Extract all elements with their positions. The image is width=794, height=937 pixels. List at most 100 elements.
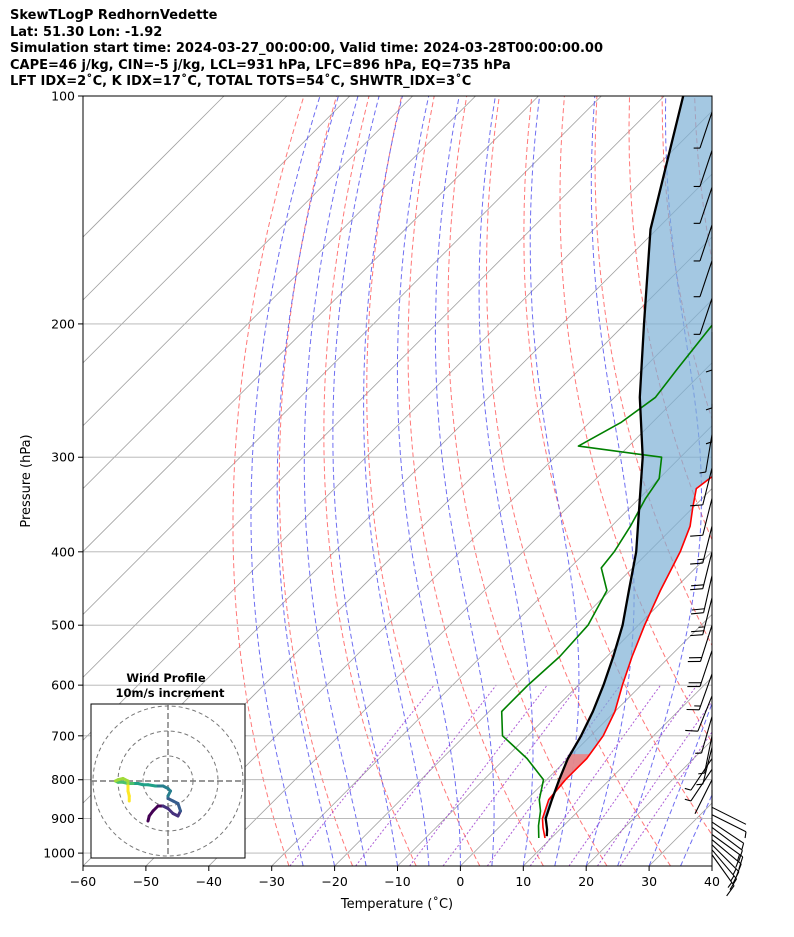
isotherm-line — [83, 96, 539, 553]
mixing-ratio-line — [568, 684, 698, 866]
wind-barb-flag — [690, 504, 703, 507]
wind-barb — [711, 854, 735, 897]
wind-barb — [693, 224, 713, 262]
isotherm-line — [83, 96, 476, 490]
wind-barb-staff — [699, 187, 713, 224]
hodograph-subtitle: 10m/s increment — [116, 686, 225, 700]
wind-barb-staff — [698, 673, 713, 710]
moist-adiabat-line — [617, 96, 702, 866]
dry-adiabat-line — [760, 96, 794, 866]
wind-barb — [711, 839, 742, 876]
wind-barb-staff — [699, 650, 713, 687]
wind-barb — [690, 575, 713, 615]
wind-barb-flag — [729, 878, 738, 890]
wind-barb — [705, 332, 713, 373]
y-tick-label: 100 — [51, 89, 75, 104]
wind-barb — [693, 260, 713, 298]
wind-barb — [693, 111, 713, 149]
mixing-ratio-line — [619, 731, 712, 866]
moist-adiabat-line — [332, 96, 398, 866]
x-tick-label: 0 — [456, 874, 464, 889]
wind-barb-staff — [711, 839, 742, 865]
mixing-ratio-line — [529, 684, 662, 866]
wind-barb-flag — [690, 588, 703, 591]
wind-barb-half-flag — [744, 831, 747, 839]
wind-barb-staff — [702, 597, 713, 635]
temperature-line — [541, 475, 712, 839]
wind-barb-staff — [702, 498, 713, 536]
wind-barb-staff — [705, 434, 713, 473]
dry-adiabat-line — [485, 96, 672, 866]
wind-barb-half-flag — [684, 798, 692, 802]
wind-barb-staff — [699, 260, 713, 297]
wind-barb-staff — [690, 768, 713, 802]
wind-barb — [698, 735, 713, 775]
x-tick-label: 10 — [515, 874, 531, 889]
wind-barb — [705, 403, 713, 445]
x-axis-ticks: −60 −50 −40 −30 −20 −10 0 10 20 30 40 — [70, 866, 720, 889]
dry-adiabat-line — [278, 96, 354, 866]
moist-adiabat-line — [434, 96, 495, 866]
wind-barb-staff — [711, 806, 747, 825]
wind-barb-half-flag — [699, 471, 706, 474]
wind-barb — [711, 806, 747, 825]
location-line: Lat: 51.30 Lon: -1.92 — [10, 24, 163, 40]
wind-barb — [711, 834, 744, 870]
moist-adiabat-line — [276, 96, 339, 866]
wind-barb-staff — [711, 834, 744, 858]
wind-barb — [711, 814, 747, 839]
x-tick-label: −60 — [70, 874, 96, 889]
wind-barb — [687, 650, 713, 688]
moist-adiabat-line — [648, 701, 712, 866]
wind-barb — [693, 150, 713, 188]
wind-barb-flag — [691, 608, 705, 611]
wind-barb — [711, 821, 745, 850]
wind-barb — [684, 758, 713, 791]
y-tick-label: 600 — [51, 678, 75, 693]
x-tick-label: 40 — [704, 874, 720, 889]
x-tick-label: 30 — [641, 874, 657, 889]
isotherm-line — [334, 488, 712, 866]
x-tick-label: 20 — [578, 874, 594, 889]
isotherm-line — [83, 96, 351, 364]
dry-adiabat-line — [523, 96, 712, 836]
wind-barb-staff — [711, 827, 743, 851]
wind-barb-flag — [691, 630, 704, 633]
wind-barb-staff — [711, 849, 737, 880]
mixing-ratio-lines — [289, 684, 712, 866]
wind-barb — [687, 625, 713, 663]
moist-adiabat-line — [585, 96, 635, 866]
wind-barb — [685, 695, 713, 732]
wind-barb — [684, 768, 713, 802]
wind-barb-staff — [690, 758, 713, 791]
y-axis-ticks: 1000 900 800 700 600 500 400 300 200 100 — [43, 89, 83, 861]
isotherm-line — [711, 865, 712, 866]
wind-barb-half-flag — [698, 772, 705, 775]
isotherm-line — [145, 299, 712, 866]
wind-barb-staff — [699, 224, 713, 262]
moist-adiabat-line — [478, 96, 534, 866]
y-tick-label: 700 — [51, 728, 75, 743]
x-tick-label: −50 — [133, 874, 159, 889]
wind-barb-staff — [699, 150, 713, 187]
time-line: Simulation start time: 2024-03-27_00:00:… — [10, 41, 603, 57]
moist-adiabat-line — [396, 96, 461, 866]
wind-barb-staff — [702, 551, 713, 589]
isotherm-line — [83, 96, 288, 301]
wind-barb-staff — [711, 814, 747, 833]
x-tick-label: −10 — [384, 874, 410, 889]
wind-barb — [690, 498, 713, 537]
wind-barb-half-flag — [735, 861, 739, 868]
mixing-ratio-line — [355, 684, 497, 866]
wind-barb — [690, 551, 713, 591]
y-tick-label: 1000 — [43, 846, 75, 861]
hodograph-title: Wind Profile — [126, 671, 206, 685]
wind-barb-half-flag — [730, 875, 735, 882]
hodograph-plot — [91, 704, 245, 858]
chart-title: SkewTLogP RedhornVedette — [10, 8, 218, 23]
wind-barb-staff — [697, 695, 713, 732]
wind-barb-half-flag — [684, 787, 692, 791]
wind-barb-staff — [702, 526, 713, 564]
wind-barb-staff — [694, 779, 713, 814]
moist-adiabat-line — [529, 96, 580, 866]
